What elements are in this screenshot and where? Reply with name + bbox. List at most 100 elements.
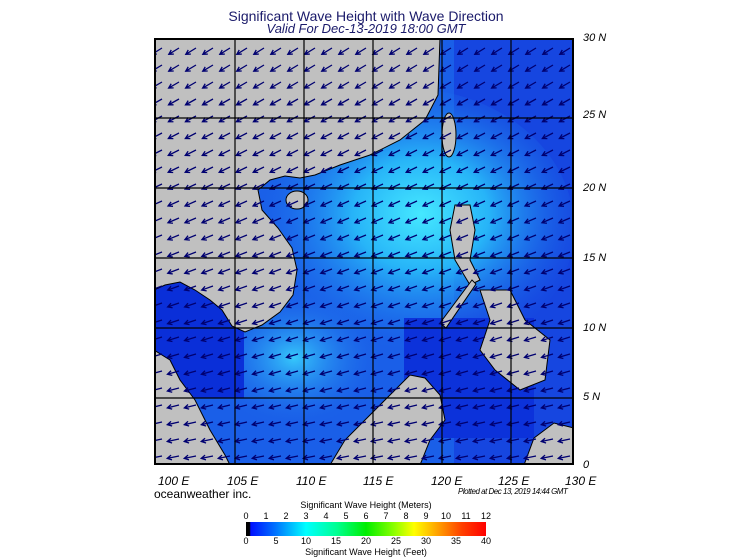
wave-arrow [218, 47, 231, 56]
plotted-time: Plotted at Dec 13, 2019 14:44 GMT [458, 487, 568, 496]
wave-arrow [319, 285, 333, 292]
wave-arrow [353, 200, 367, 207]
wave-arrow [371, 149, 384, 157]
wave-arrow [252, 98, 265, 106]
wave-arrow [200, 285, 214, 292]
wave-arrow [421, 251, 435, 258]
wave-arrow [524, 81, 537, 89]
wave-arrow [472, 319, 486, 326]
wave-arrow [337, 132, 350, 140]
wave-arrow [268, 166, 282, 174]
wave-arrow [286, 149, 299, 157]
wave-arrow [166, 166, 180, 174]
wave-arrow [490, 115, 503, 123]
wave-arrow [319, 370, 333, 376]
wave-arrow [268, 302, 282, 309]
wave-arrow [301, 420, 316, 427]
wave-arrow [200, 404, 214, 410]
wave-arrow [387, 166, 401, 174]
wave-arrow [268, 387, 282, 393]
wave-arrow [557, 336, 571, 343]
wave-arrow [183, 404, 197, 410]
wave-arrow [183, 268, 197, 275]
wave-arrow [404, 319, 418, 326]
wave-arrow [473, 47, 486, 56]
wave-arrow [472, 336, 486, 343]
wave-arrow [403, 437, 418, 444]
wave-arrow [473, 81, 486, 89]
wave-arrow [166, 387, 180, 393]
wave-arrow [335, 454, 350, 461]
wave-arrow [319, 336, 333, 343]
wave-arrow [473, 115, 486, 123]
wave-arrow [285, 404, 299, 410]
wave-arrow [353, 319, 367, 326]
wave-arrow [557, 387, 571, 393]
wave-arrow [557, 370, 571, 376]
wave-arrow [234, 302, 248, 309]
wave-arrow [388, 132, 401, 140]
colorbar-tick: 5 [343, 511, 349, 521]
wave-arrow [201, 64, 214, 72]
wave-arrow [557, 268, 571, 275]
wave-arrow [319, 251, 333, 258]
wave-arrow [251, 302, 265, 309]
wave-arrow [524, 132, 537, 140]
wave-arrow [456, 115, 469, 123]
wave-arrow [387, 387, 401, 393]
land-palawan [439, 279, 477, 329]
wave-arrow [523, 387, 537, 393]
wave-arrow [540, 166, 554, 174]
wave-arrow [251, 370, 265, 376]
wave-arrow [319, 217, 333, 224]
wave-arrow [217, 268, 231, 275]
wave-arrow [200, 353, 214, 360]
wave-arrow [217, 234, 231, 241]
wave-arrow [252, 115, 265, 123]
wave-arrow [404, 234, 418, 241]
wave-arrow [421, 285, 435, 292]
wave-arrow [353, 353, 367, 360]
wave-arrow [352, 437, 367, 444]
wave-arrow [523, 404, 537, 410]
wave-arrow [167, 81, 180, 89]
wave-arrow [183, 200, 197, 207]
wave-arrow [167, 149, 180, 157]
wave-arrow [166, 319, 180, 326]
wave-arrow [421, 200, 435, 207]
wave-arrow [201, 47, 214, 56]
wave-arrow [183, 166, 197, 174]
wave-arrow [420, 420, 435, 427]
wave-arrow [303, 81, 316, 89]
wave-arrow [370, 234, 384, 241]
wave-arrow [184, 149, 197, 157]
wave-arrow [166, 370, 180, 376]
wave-arrow [455, 302, 469, 309]
wave-arrow [302, 404, 316, 410]
wave-arrow [302, 387, 316, 393]
wave-arrow [523, 285, 537, 292]
wave-arrow [488, 437, 503, 444]
wave-arrow [524, 47, 537, 56]
wave-arrow [472, 285, 486, 292]
wave-arrow [184, 115, 197, 123]
wave-arrow [235, 64, 248, 72]
wave-arrow [217, 285, 231, 292]
wave-arrow [489, 353, 503, 360]
colorbar-tick: 15 [330, 536, 341, 546]
wave-arrow [200, 370, 214, 376]
wave-arrow [336, 353, 350, 360]
wave-arrow [421, 387, 435, 393]
wave-arrow [268, 234, 282, 241]
wave-arrow [251, 200, 265, 207]
wave-arrow [540, 217, 554, 224]
wave-arrow [251, 285, 265, 292]
wave-arrow [217, 370, 231, 376]
wave-arrow [524, 149, 537, 157]
wave-arrow [388, 64, 401, 72]
wave-arrow [421, 268, 435, 275]
wave-arrow [455, 268, 469, 275]
wave-arrow [404, 387, 418, 393]
wave-arrow [370, 268, 384, 275]
wave-arrow [337, 98, 350, 106]
